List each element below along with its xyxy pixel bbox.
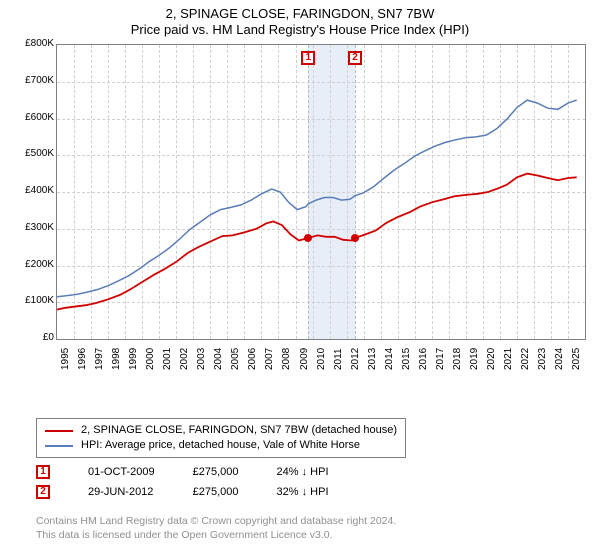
- sale-marker-icon: 2: [36, 485, 50, 499]
- table-row: 1 01-OCT-2009 £275,000 24% ↓ HPI: [36, 462, 367, 482]
- x-tick-label: 1998: [111, 348, 122, 370]
- y-tick-label: £800K: [8, 38, 54, 49]
- x-tick-label: 2010: [316, 348, 327, 370]
- x-tick-label: 2013: [367, 348, 378, 370]
- x-tick-label: 2007: [264, 348, 275, 370]
- sale-marker-icon: 2: [348, 51, 362, 65]
- legend-swatch: [45, 445, 73, 447]
- sale-delta: 32% ↓ HPI: [277, 482, 367, 502]
- footer-line: This data is licensed under the Open Gov…: [36, 528, 396, 542]
- x-tick-label: 2021: [503, 348, 514, 370]
- x-tick-label: 2022: [520, 348, 531, 370]
- legend-label: HPI: Average price, detached house, Vale…: [81, 438, 360, 453]
- sale-delta: 24% ↓ HPI: [277, 462, 367, 482]
- x-tick-label: 2024: [554, 348, 565, 370]
- x-tick-label: 2023: [537, 348, 548, 370]
- sale-marker-icon: 1: [36, 465, 50, 479]
- legend-row: 2, SPINAGE CLOSE, FARINGDON, SN7 7BW (de…: [45, 423, 397, 438]
- x-tick-label: 1999: [128, 348, 139, 370]
- title-line1: 2, SPINAGE CLOSE, FARINGDON, SN7 7BW: [0, 6, 600, 22]
- x-tick-label: 2012: [350, 348, 361, 370]
- chart-title: 2, SPINAGE CLOSE, FARINGDON, SN7 7BW Pri…: [0, 0, 600, 39]
- sale-marker-icon: 1: [301, 51, 315, 65]
- x-tick-label: 2011: [333, 348, 344, 370]
- footer-line: Contains HM Land Registry data © Crown c…: [36, 514, 396, 528]
- y-tick-label: £700K: [8, 75, 54, 86]
- y-tick-label: £400K: [8, 185, 54, 196]
- y-tick-label: £200K: [8, 259, 54, 270]
- x-tick-label: 2009: [299, 348, 310, 370]
- x-tick-label: 1995: [60, 348, 71, 370]
- x-tick-label: 2005: [230, 348, 241, 370]
- x-tick-label: 2002: [179, 348, 190, 370]
- sale-dot: [351, 234, 359, 242]
- x-tick-label: 2000: [145, 348, 156, 370]
- x-tick-label: 2004: [213, 348, 224, 370]
- x-tick-label: 2025: [571, 348, 582, 370]
- y-tick-label: £500K: [8, 148, 54, 159]
- x-tick-label: 2018: [452, 348, 463, 370]
- x-tick-label: 2015: [401, 348, 412, 370]
- x-tick-label: 2003: [196, 348, 207, 370]
- x-tick-label: 1996: [77, 348, 88, 370]
- chart: 12 £0£100K£200K£300K£400K£500K£600K£700K…: [8, 44, 592, 374]
- x-tick-label: 2014: [384, 348, 395, 370]
- legend: 2, SPINAGE CLOSE, FARINGDON, SN7 7BW (de…: [36, 418, 406, 458]
- plot-area: 12: [56, 44, 586, 340]
- x-tick-label: 1997: [94, 348, 105, 370]
- series-hpi: [57, 100, 577, 297]
- sale-date: 29-JUN-2012: [88, 482, 193, 502]
- y-tick-label: £0: [8, 332, 54, 343]
- x-tick-label: 2017: [435, 348, 446, 370]
- legend-row: HPI: Average price, detached house, Vale…: [45, 438, 397, 453]
- x-tick-label: 2001: [162, 348, 173, 370]
- title-line2: Price paid vs. HM Land Registry's House …: [0, 22, 600, 38]
- x-tick-label: 2008: [281, 348, 292, 370]
- x-tick-label: 2019: [469, 348, 480, 370]
- sale-price: £275,000: [193, 482, 277, 502]
- y-tick-label: £600K: [8, 112, 54, 123]
- table-row: 2 29-JUN-2012 £275,000 32% ↓ HPI: [36, 482, 367, 502]
- sales-table: 1 01-OCT-2009 £275,000 24% ↓ HPI 2 29-JU…: [36, 462, 367, 502]
- x-tick-label: 2020: [486, 348, 497, 370]
- legend-label: 2, SPINAGE CLOSE, FARINGDON, SN7 7BW (de…: [81, 423, 397, 438]
- x-tick-label: 2016: [418, 348, 429, 370]
- footer: Contains HM Land Registry data © Crown c…: [36, 514, 396, 542]
- legend-swatch: [45, 430, 73, 432]
- series-price_paid: [57, 174, 577, 310]
- line-layer: [57, 45, 585, 339]
- x-tick-label: 2006: [247, 348, 258, 370]
- sale-price: £275,000: [193, 462, 277, 482]
- y-tick-label: £100K: [8, 295, 54, 306]
- sale-date: 01-OCT-2009: [88, 462, 193, 482]
- y-tick-label: £300K: [8, 222, 54, 233]
